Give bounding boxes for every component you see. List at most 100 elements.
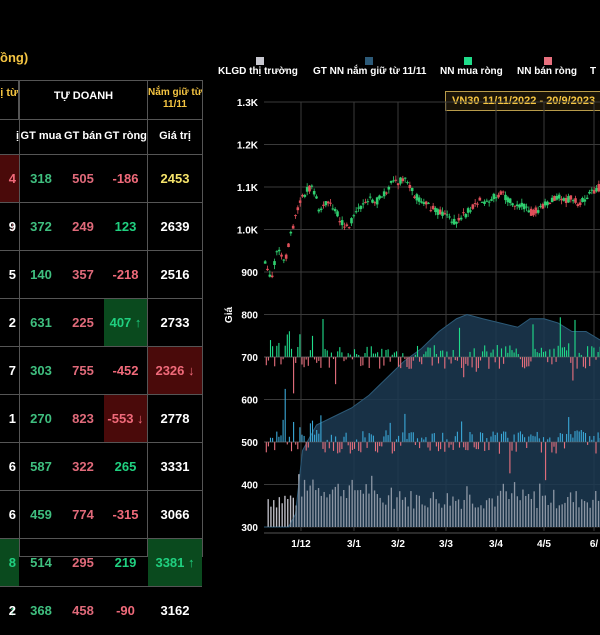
nn-net-bar [593, 348, 594, 357]
nn-net-bar [461, 421, 462, 442]
legend-label: NN bán ròng [517, 66, 577, 77]
market-volume-bar [564, 503, 565, 527]
nn-net-bar [524, 357, 525, 368]
cell-net: -452 [104, 347, 147, 395]
x-tick-label: 6/ [590, 539, 599, 550]
nn-net-bar [505, 346, 506, 357]
nn-net-bar [436, 442, 437, 446]
market-volume-bar [290, 496, 291, 527]
market-volume-bar [458, 499, 459, 527]
market-volume-bar [279, 497, 280, 527]
nn-net-bar [499, 357, 500, 369]
market-volume-bar [578, 507, 579, 527]
col-header-sell: GT bán [62, 120, 104, 152]
nn-net-bar [304, 436, 305, 442]
nn-net-bar [356, 354, 357, 357]
market-volume-bar [304, 480, 305, 527]
nn-net-bar [329, 442, 330, 448]
market-volume-bar [326, 497, 327, 527]
nn-net-bar [381, 349, 382, 357]
nn-net-bar [388, 349, 389, 357]
market-volume-bar [388, 495, 389, 527]
nn-net-bar [411, 357, 412, 369]
cell-sell: 774 [62, 491, 104, 539]
market-volume-bar [489, 498, 490, 527]
nn-net-bar [293, 357, 294, 393]
market-volume-bar [391, 488, 392, 527]
market-volume-bar [296, 505, 297, 527]
nn-net-bar [589, 357, 590, 366]
market-volume-bar [279, 497, 280, 527]
nn-net-bar [274, 357, 275, 366]
candle-body [402, 178, 405, 181]
nn-net-bar [362, 357, 363, 365]
nn-net-bar [337, 351, 338, 357]
market-volume-bar [424, 506, 425, 527]
market-volume-bar [455, 501, 456, 527]
market-volume-bar [310, 486, 311, 527]
cell-net: 407 ↑ [104, 299, 147, 347]
cell-left: 9 [0, 203, 19, 251]
nn-net-bar [331, 435, 332, 442]
market-volume-bar [312, 480, 313, 527]
candle-body [502, 192, 505, 193]
market-volume-bar [335, 487, 336, 527]
legend-item: T [590, 66, 596, 77]
nn-net-bar [379, 357, 380, 369]
nn-net-bar [541, 348, 542, 357]
candle-body [507, 197, 510, 202]
market-volume-bar [548, 505, 549, 527]
market-volume-bar [433, 492, 434, 527]
nn-net-bar [537, 432, 538, 442]
nn-net-bar [572, 357, 573, 381]
nn-net-bar [591, 346, 592, 357]
market-volume-bar [500, 491, 501, 527]
market-volume-bar [461, 509, 462, 527]
nn-net-bar [432, 357, 433, 366]
market-volume-bar [450, 506, 451, 527]
cell-left: 6 [0, 443, 19, 491]
cell-buy: 459 [20, 491, 62, 539]
nn-net-bar [364, 437, 365, 442]
nn-net-bar [530, 357, 531, 361]
nn-net-bar [451, 357, 452, 364]
candle-body [322, 205, 325, 206]
x-tick-label: 3/4 [489, 539, 503, 550]
legend-item: NN mua ròng [440, 66, 503, 77]
market-volume-bar [528, 494, 529, 527]
cell-net: -553 ↓ [104, 395, 147, 443]
candle-body [332, 208, 335, 209]
nn-net-bar [293, 422, 294, 442]
nn-net-bar [459, 328, 460, 357]
y-tick-label: 600 [241, 396, 258, 407]
nn-net-bar [598, 352, 599, 357]
cell-left: 7 [0, 347, 19, 395]
candle-body [586, 198, 589, 199]
market-volume-bar [548, 505, 549, 527]
nn-net-bar [476, 442, 477, 449]
nn-net-bar [469, 352, 470, 357]
candle-body [551, 198, 554, 202]
nn-net-bar [591, 440, 592, 442]
market-volume-bar [539, 484, 540, 527]
nn-net-bar [587, 442, 588, 445]
nn-net-bar [337, 442, 338, 453]
nn-net-bar [516, 349, 517, 357]
nn-net-bar [383, 357, 384, 366]
nn-net-bar [579, 353, 580, 357]
nn-net-bar [421, 438, 422, 442]
market-volume-bar [360, 490, 361, 527]
nn-net-bar [367, 442, 368, 448]
candle-body [567, 196, 570, 202]
candle-body [532, 210, 535, 215]
candle-body [306, 187, 309, 192]
nn-net-bar [574, 320, 575, 357]
candle-body [420, 201, 423, 202]
candle-body [591, 190, 594, 191]
candle-body [264, 261, 267, 263]
nn-net-bar [310, 350, 311, 357]
nn-net-bar [532, 436, 533, 442]
nn-net-bar [283, 357, 284, 359]
nn-net-bar [350, 442, 351, 453]
